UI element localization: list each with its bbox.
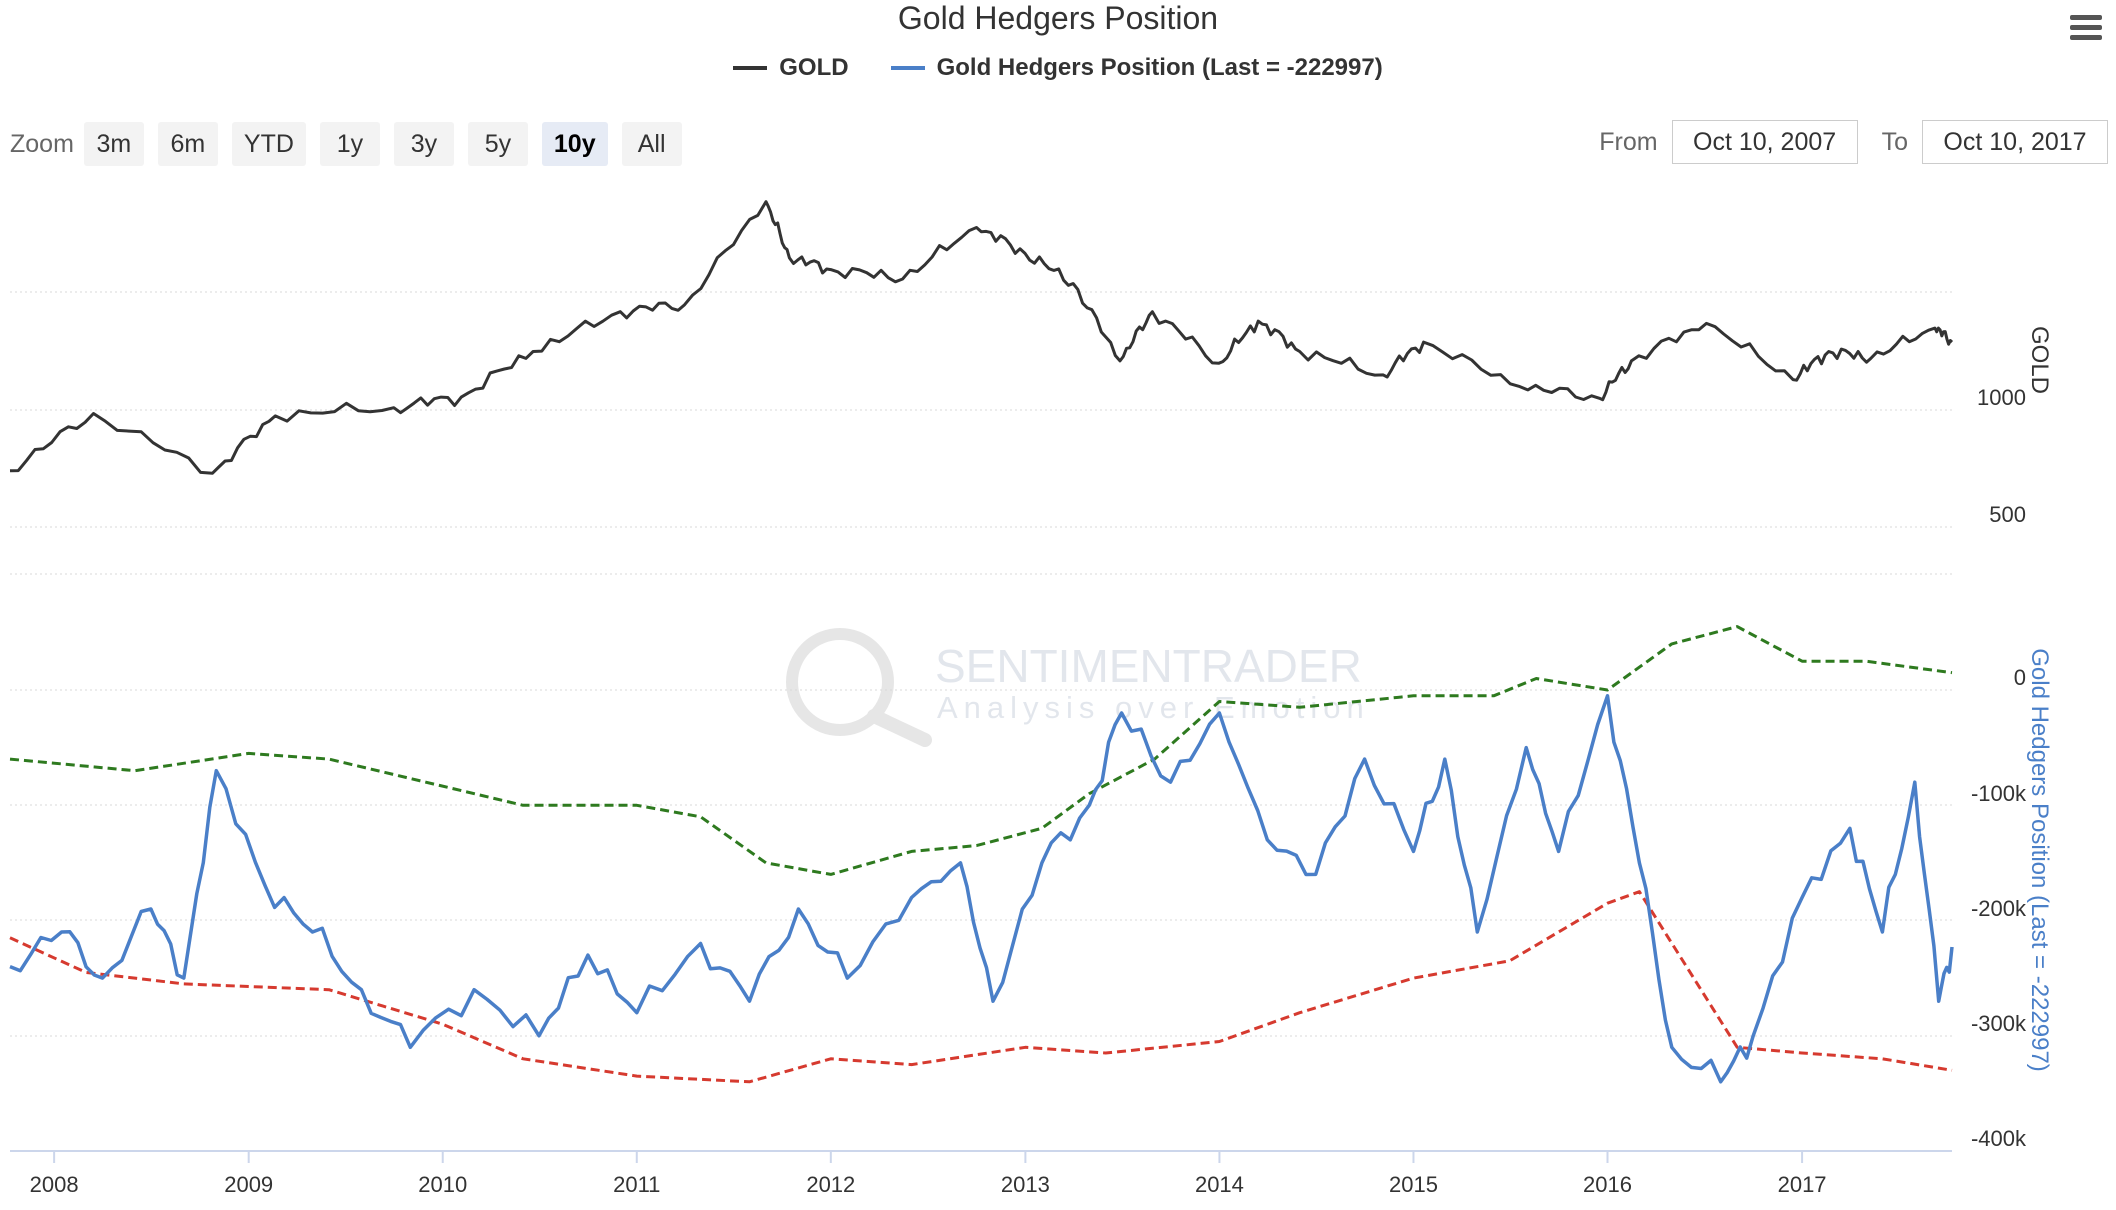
hedge-axis-title: Gold Hedgers Position (Last = -222997) — [2026, 648, 2053, 1072]
legend: GOLD Gold Hedgers Position (Last = -2229… — [0, 54, 2116, 82]
zoom-button-3m[interactable]: 3m — [83, 122, 144, 166]
hedge-tick-minus100k: -100k — [1971, 781, 2027, 806]
watermark-logo-icon — [786, 628, 894, 736]
watermark: SENTIMENTRADER Analysis over Emotion — [786, 628, 1370, 747]
gold-axis-title: GOLD — [2026, 326, 2053, 394]
legend-swatch-gold — [733, 66, 768, 70]
zoom-button-6m[interactable]: 6m — [157, 122, 218, 166]
legend-label-hedgers: Gold Hedgers Position (Last = -222997) — [936, 54, 1383, 81]
zoom-label: Zoom — [10, 129, 74, 158]
menu-icon-bar — [2070, 25, 2102, 30]
x-tick-label-2013: 2013 — [1001, 1172, 1050, 1197]
zoom-button-all[interactable]: All — [621, 122, 682, 166]
zoom-button-5y[interactable]: 5y — [467, 122, 528, 166]
x-tick-label-2012: 2012 — [806, 1172, 855, 1197]
legend-label-gold: GOLD — [779, 54, 849, 81]
zoom-button-1y[interactable]: 1y — [319, 122, 380, 166]
menu-icon-bar — [2070, 35, 2102, 40]
x-tick-label-2011: 2011 — [613, 1172, 660, 1197]
menu-icon-bar — [2070, 15, 2102, 20]
to-label: To — [1881, 127, 1908, 156]
x-tick-label-2014: 2014 — [1195, 1172, 1244, 1197]
watermark-name: SENTIMENTRADER — [935, 640, 1362, 692]
series-line-hedgers — [9, 694, 1954, 1084]
series-line-gold — [9, 200, 1954, 475]
watermark-tagline: Analysis over Emotion — [937, 690, 1370, 725]
x-tick-label-2009: 2009 — [224, 1172, 273, 1197]
chart-title: Gold Hedgers Position — [897, 0, 1219, 36]
from-label: From — [1599, 127, 1658, 156]
x-tick-label-2015: 2015 — [1389, 1172, 1438, 1197]
hedge-tick-minus400k: -400k — [1971, 1126, 2027, 1151]
series-line-lower-band — [9, 890, 1953, 1084]
x-axis-ticks: 2008 2009 2010 2011 2012 2013 2014 2015 2016 2017 — [30, 1151, 1827, 1197]
legend-item-gold[interactable]: GOLD — [733, 54, 849, 82]
date-range: From Oct 10, 2007 To Oct 10, 2017 — [1575, 120, 2108, 164]
x-tick-label-2016: 2016 — [1583, 1172, 1632, 1197]
x-tick-label-2008: 2008 — [30, 1172, 79, 1197]
export-menu-button[interactable] — [2066, 10, 2106, 46]
legend-swatch-hedgers — [890, 66, 925, 70]
zoom-button-3y[interactable]: 3y — [393, 122, 454, 166]
gold-tick-500: 500 — [1989, 502, 2026, 527]
legend-item-hedgers[interactable]: Gold Hedgers Position (Last = -222997) — [890, 54, 1383, 82]
hedge-tick-minus300k: -300k — [1971, 1011, 2027, 1036]
gold-panel-grid — [10, 291, 1952, 528]
hedge-tick-minus200k: -200k — [1971, 896, 2027, 921]
series-layer — [9, 200, 1954, 1084]
zoom-button-ytd[interactable]: YTD — [231, 122, 306, 166]
gold-tick-1000: 1000 — [1977, 385, 2026, 410]
hedge-tick-0: 0 — [2014, 665, 2026, 690]
x-tick-label-2017: 2017 — [1778, 1172, 1827, 1197]
zoom-button-10y[interactable]: 10y — [541, 122, 608, 166]
to-date-input[interactable]: Oct 10, 2017 — [1922, 120, 2108, 164]
x-tick-label-2010: 2010 — [418, 1172, 467, 1197]
from-date-input[interactable]: Oct 10, 2007 — [1671, 120, 1858, 164]
watermark-logo-handle — [867, 709, 932, 747]
zoom-selector: Zoom 3m 6m YTD 1y 3y 5y 10y All — [10, 122, 696, 166]
series-line-upper-band — [9, 625, 1953, 876]
